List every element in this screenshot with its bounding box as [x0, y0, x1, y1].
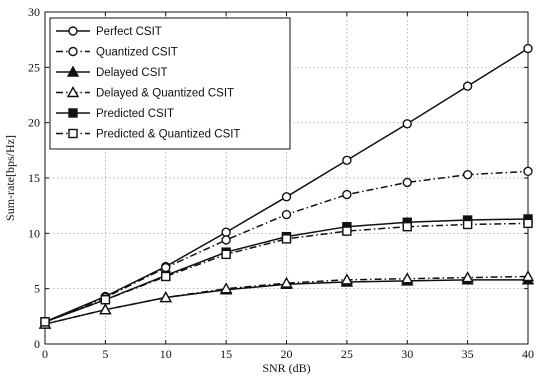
data-point: [462, 219, 473, 230]
legend-label: Predicted CSIT: [96, 108, 174, 120]
legend-box: [49, 17, 291, 150]
legend-entry: Quantized CSIT: [56, 47, 178, 59]
x-tick-label: 30: [401, 347, 413, 361]
data-point: [161, 271, 171, 282]
data-point: [342, 189, 352, 200]
data-point: [221, 227, 231, 237]
data-point: [342, 226, 352, 236]
legend-label: Delayed & Quantized CSIT: [96, 88, 234, 100]
legend-entry: Perfect CSIT: [56, 26, 162, 38]
series-line: [44, 222, 529, 323]
data-point: [219, 282, 233, 294]
x-tick-label: 35: [462, 347, 474, 361]
legend-entry: Delayed & Quantized CSIT: [56, 86, 234, 100]
x-tick-label: 25: [341, 347, 353, 361]
series-3: [38, 270, 535, 329]
legend-label: Delayed CSIT: [96, 67, 168, 79]
legend-entry: Predicted CSIT: [56, 108, 174, 120]
data-point: [281, 192, 292, 202]
y-tick-label: 20: [28, 116, 40, 130]
legend-label: Perfect CSIT: [96, 26, 162, 38]
data-point: [462, 169, 473, 180]
data-point: [461, 271, 474, 283]
x-tick-label: 40: [522, 347, 534, 361]
legend-entry: Delayed CSIT: [56, 65, 168, 79]
data-point: [402, 177, 412, 188]
data-point: [281, 209, 292, 220]
y-tick-label: 30: [28, 5, 40, 19]
data-point: [221, 235, 231, 245]
axes: 0 5 10 15 20 25 30 35 40 0 5 10 15 20 25 30: [28, 5, 534, 361]
data-point: [221, 249, 231, 260]
data-point: [402, 221, 412, 232]
y-tick-label: 15: [28, 171, 40, 185]
data-point: [521, 270, 535, 282]
data-point: [280, 276, 293, 288]
legend-marker: [68, 26, 78, 36]
data-point: [523, 166, 533, 177]
data-point: [340, 273, 354, 285]
series-1: [40, 166, 533, 327]
legend-marker: [68, 128, 78, 139]
y-tick-label: 25: [28, 60, 40, 74]
legend: Perfect CSIT Quantized CSIT Delayed CSIT De…: [49, 17, 291, 150]
data-point: [159, 291, 172, 303]
y-tick-label: 10: [28, 226, 40, 240]
legend-marker: [68, 46, 78, 57]
data-point: [40, 317, 50, 327]
data-point: [99, 303, 112, 315]
x-tick-label: 20: [281, 347, 293, 361]
series-line: [44, 275, 529, 325]
x-tick-label: 0: [42, 347, 48, 361]
legend-label: Predicted & Quantized CSIT: [96, 129, 240, 141]
legend-marker: [68, 108, 78, 118]
data-point: [401, 272, 414, 284]
legend-marker: [66, 65, 80, 77]
x-tick-label: 5: [102, 347, 108, 361]
data-point: [462, 81, 473, 91]
y-axis-label: Sum-rate[bps/Hz]: [3, 135, 17, 221]
x-axis-label: SNR (dB): [262, 361, 310, 375]
data-point: [402, 119, 412, 129]
data-point: [100, 295, 111, 305]
x-tick-label: 15: [220, 347, 232, 361]
legend-label: Quantized CSIT: [96, 47, 178, 59]
x-tick-label: 10: [160, 347, 172, 361]
data-point: [342, 155, 352, 165]
data-point: [523, 218, 533, 229]
data-point: [161, 262, 171, 273]
legend-entry: Predicted & Quantized CSIT: [56, 129, 240, 141]
series-lines: [38, 43, 535, 329]
y-tick-label: 0: [34, 337, 40, 351]
y-tick-label: 5: [34, 282, 40, 296]
data-point: [281, 234, 292, 244]
legend-marker: [66, 86, 80, 98]
series-5: [40, 218, 533, 327]
data-point: [523, 43, 533, 54]
